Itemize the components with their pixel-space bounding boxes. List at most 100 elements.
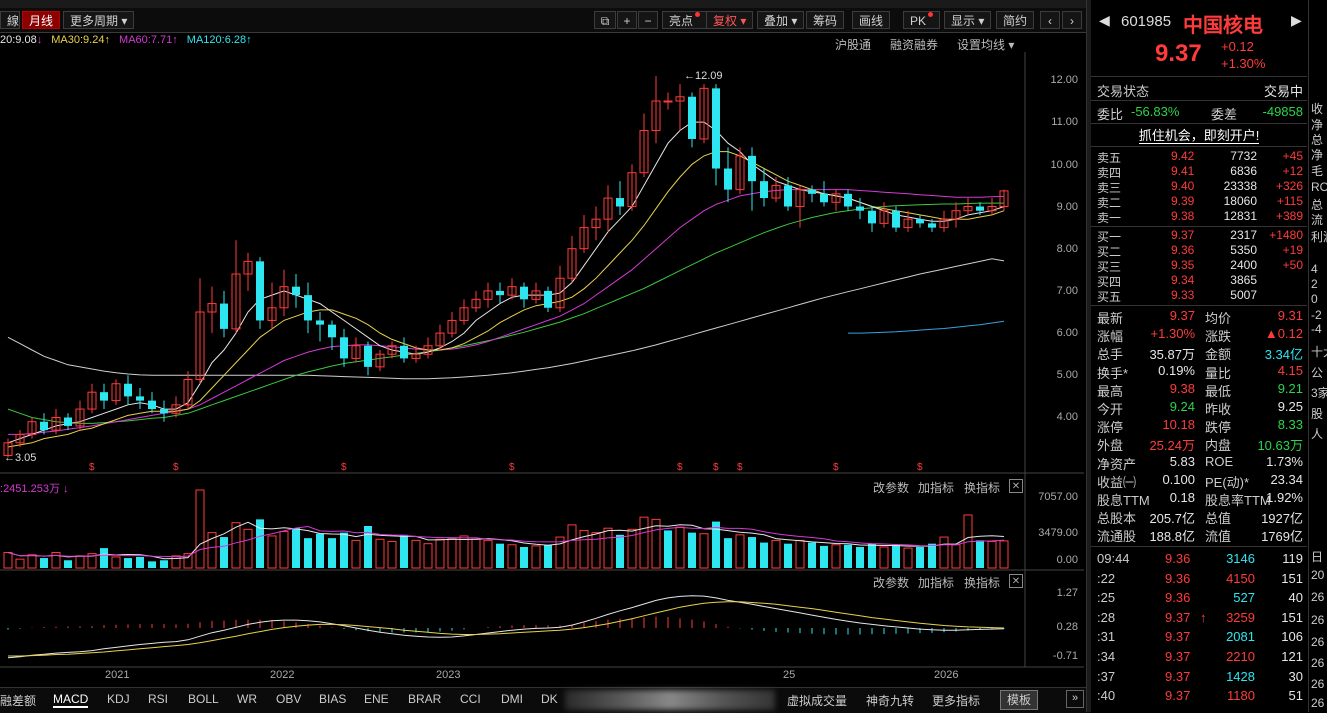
vol-params-link[interactable]: 改参数 xyxy=(873,481,910,495)
order-volume: 5350 xyxy=(1230,243,1257,257)
quote-label: 股息率TTM xyxy=(1205,493,1271,508)
tab-macd[interactable]: MACD xyxy=(53,692,89,708)
overlay-dropdown[interactable]: 叠加 ▾ xyxy=(757,11,805,29)
quote-value: 205.7亿 xyxy=(1149,511,1195,527)
volume-bar xyxy=(879,546,889,569)
order-change: +115 xyxy=(1276,194,1303,208)
panel-divider[interactable] xyxy=(1086,0,1091,712)
tab-boll[interactable]: BOLL xyxy=(188,692,219,706)
tick-count: 151 xyxy=(1281,570,1303,586)
macd-add-indicator-link[interactable]: 加指标 xyxy=(918,576,955,590)
x-tick-2021: 2021 xyxy=(105,669,130,681)
tick-row[interactable]: :31 9.37 2081 106 xyxy=(1097,629,1303,647)
candle-body xyxy=(531,290,541,300)
tab-wr[interactable]: WR xyxy=(237,692,257,706)
quote-label: 总股本 xyxy=(1097,511,1137,527)
tick-row[interactable]: :25 9.36 527 40 xyxy=(1097,590,1303,608)
macd-params-link[interactable]: 改参数 xyxy=(873,576,910,590)
tick-row[interactable]: :37 9.37 1428 30 xyxy=(1097,669,1303,687)
candle-body xyxy=(27,421,37,435)
kline-chart[interactable]: $ $ $ $ $ $ $ $ $ xyxy=(0,0,1086,687)
tab-template[interactable]: 模板 xyxy=(1000,690,1039,710)
chips-button[interactable]: 筹码 xyxy=(806,11,845,29)
status-label: 交易状态 xyxy=(1097,84,1150,99)
order-price: 9.34 xyxy=(1171,273,1195,287)
tick-row[interactable]: :34 9.37 2210 121 xyxy=(1097,649,1303,667)
next-stock-icon[interactable]: ▶ xyxy=(1291,12,1302,28)
volume-ma-line xyxy=(7,521,1005,560)
order-price: 9.42 xyxy=(1171,149,1195,163)
tick-count: 30 xyxy=(1288,668,1303,684)
toolbar-left-edge[interactable]: 線 xyxy=(0,11,20,29)
tab-bias[interactable]: BIAS xyxy=(319,692,347,706)
tick-time: :22 xyxy=(1097,570,1116,586)
vol-close-icon[interactable]: ✕ xyxy=(1009,479,1023,493)
vol-add-indicator-link[interactable]: 加指标 xyxy=(918,481,955,495)
order-row[interactable]: 买三 9.35 2400 +50 xyxy=(1097,258,1303,274)
window-icon[interactable]: ⧉ xyxy=(594,11,616,29)
order-row[interactable]: 卖一 9.38 12831 +389 xyxy=(1097,209,1303,225)
order-row[interactable]: 买四 9.34 3865 xyxy=(1097,273,1303,289)
tab-brar[interactable]: BRAR xyxy=(408,692,442,706)
tab-rongcha[interactable]: 融差额 xyxy=(0,694,37,708)
tab-kdj[interactable]: KDJ xyxy=(107,692,130,706)
display-dropdown[interactable]: 显示 ▾ xyxy=(944,11,992,29)
tab-obv[interactable]: OBV xyxy=(276,692,302,706)
quote-label: 最高 xyxy=(1097,383,1124,399)
expand-right-icon[interactable]: » xyxy=(1066,690,1084,708)
volume-bar xyxy=(267,535,277,569)
pk-button[interactable]: PK xyxy=(903,11,941,29)
volume-bar xyxy=(976,540,984,568)
macd-dif-line xyxy=(7,595,1005,659)
quote-label: 净资产 xyxy=(1097,456,1137,472)
vol-switch-indicator-link[interactable]: 换指标 xyxy=(964,481,1001,495)
tab-cci[interactable]: CCI xyxy=(460,692,481,706)
order-row[interactable]: 买二 9.36 5350 +19 xyxy=(1097,243,1303,259)
set-ma-dropdown[interactable]: 设置均线 ▾ xyxy=(957,38,1015,52)
tick-row[interactable]: :40 9.37 1180 51 xyxy=(1097,688,1303,706)
quote-row: 今开 9.24 昨收 9.25 xyxy=(1097,399,1303,417)
next-icon[interactable]: › xyxy=(1062,11,1082,29)
draw-button[interactable]: 画线 xyxy=(852,11,891,29)
macd-dea-line xyxy=(8,601,1005,657)
sep-3 xyxy=(1091,123,1307,124)
order-row[interactable]: 卖四 9.41 6836 +12 xyxy=(1097,164,1303,180)
tab-dmi[interactable]: DMI xyxy=(501,692,523,706)
price-tick: 4.00 xyxy=(1056,411,1078,423)
fuquan-dropdown[interactable]: 复权 ▾ xyxy=(706,11,754,29)
zoom-out-icon[interactable]: − xyxy=(638,11,658,29)
tab-monthly[interactable]: 月线 xyxy=(22,11,60,29)
tick-price: 9.36 xyxy=(1165,570,1191,586)
more-period-dropdown[interactable]: 更多周期 ▾ xyxy=(63,11,135,29)
vol-axis-top: 7057.00 xyxy=(1038,491,1078,503)
tick-row[interactable]: 09:44 9.36 3146 119 xyxy=(1097,551,1303,569)
quote-row: 最新 9.37 均价 9.31 xyxy=(1097,308,1303,326)
order-row[interactable]: 买五 9.33 5007 xyxy=(1097,288,1303,304)
tab-virtual-volume[interactable]: 虚拟成交量 xyxy=(787,694,848,708)
volume-bar xyxy=(459,535,469,569)
margin-link[interactable]: 融资融券 xyxy=(890,38,939,52)
order-row[interactable]: 卖五 9.42 7732 +45 xyxy=(1097,149,1303,165)
tab-dk[interactable]: DK xyxy=(541,692,558,706)
prev-stock-icon[interactable]: ◀ xyxy=(1099,12,1110,28)
order-row[interactable]: 卖三 9.40 23338 +326 xyxy=(1097,179,1303,195)
tab-ene[interactable]: ENE xyxy=(364,692,389,706)
order-row[interactable]: 卖二 9.39 18060 +115 xyxy=(1097,194,1303,210)
hgt-link[interactable]: 沪股通 xyxy=(835,38,872,52)
edge-text: 利润 xyxy=(1311,230,1327,244)
quote-value: 5.83 xyxy=(1169,453,1195,469)
quote-value: 1.92% xyxy=(1266,490,1303,505)
tick-row[interactable]: :22 9.36 4150 151 xyxy=(1097,571,1303,589)
tab-rsi[interactable]: RSI xyxy=(148,692,169,706)
tab-more-indicators[interactable]: 更多指标 xyxy=(932,694,981,708)
zoom-in-icon[interactable]: + xyxy=(617,11,637,29)
prev-icon[interactable]: ‹ xyxy=(1040,11,1060,29)
candle-body xyxy=(207,303,217,313)
macd-switch-indicator-link[interactable]: 换指标 xyxy=(964,576,1001,590)
macd-close-icon[interactable]: ✕ xyxy=(1009,574,1023,588)
open-account-promo[interactable]: 抓住机会，即刻开户! xyxy=(1091,125,1307,144)
tick-row[interactable]: :28 9.37 ↑ 3259 151 xyxy=(1097,610,1303,628)
simple-button[interactable]: 简约 xyxy=(996,11,1035,29)
tab-magic-nine[interactable]: 神奇九转 xyxy=(866,694,915,708)
order-row[interactable]: 买一 9.37 2317 +1480 xyxy=(1097,228,1303,244)
